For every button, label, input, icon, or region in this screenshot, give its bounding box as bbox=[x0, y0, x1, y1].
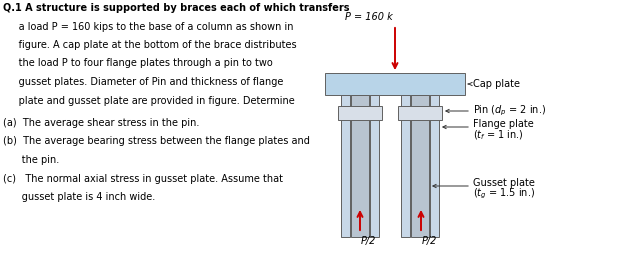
Bar bbox=[325, 73, 465, 95]
Text: Gusset plate: Gusset plate bbox=[473, 178, 535, 188]
Text: gusset plate is 4 inch wide.: gusset plate is 4 inch wide. bbox=[3, 192, 155, 202]
Bar bbox=[338, 106, 382, 120]
Bar bbox=[430, 95, 439, 237]
Text: P/2: P/2 bbox=[422, 236, 438, 246]
Text: (c)   The normal axial stress in gusset plate. Assume that: (c) The normal axial stress in gusset pl… bbox=[3, 174, 283, 183]
Text: Pin ($d_p$ = 2 in.): Pin ($d_p$ = 2 in.) bbox=[473, 104, 546, 118]
Text: the pin.: the pin. bbox=[3, 155, 59, 165]
Text: ($t_g$ = 1.5 in.): ($t_g$ = 1.5 in.) bbox=[473, 187, 535, 201]
Text: P/2: P/2 bbox=[361, 236, 376, 246]
Bar bbox=[411, 95, 429, 237]
Bar bbox=[351, 95, 369, 237]
Text: P = 160 k: P = 160 k bbox=[345, 12, 393, 22]
Bar bbox=[341, 95, 350, 237]
Text: Flange plate: Flange plate bbox=[473, 119, 534, 129]
Text: plate and gusset plate are provided in figure. Determine: plate and gusset plate are provided in f… bbox=[3, 95, 295, 105]
Text: Cap plate: Cap plate bbox=[473, 79, 520, 89]
Bar bbox=[401, 95, 410, 237]
Bar bbox=[398, 106, 442, 120]
Bar bbox=[370, 95, 379, 237]
Text: Q.1 A structure is supported by braces each of which transfers: Q.1 A structure is supported by braces e… bbox=[3, 3, 350, 13]
Text: figure. A cap plate at the bottom of the brace distributes: figure. A cap plate at the bottom of the… bbox=[3, 40, 297, 50]
Text: ($t_f$ = 1 in.): ($t_f$ = 1 in.) bbox=[473, 128, 524, 142]
Text: (b)  The average bearing stress between the flange plates and: (b) The average bearing stress between t… bbox=[3, 136, 310, 147]
Text: a load P = 160 kips to the base of a column as shown in: a load P = 160 kips to the base of a col… bbox=[3, 21, 293, 32]
Text: gusset plates. Diameter of Pin and thickness of flange: gusset plates. Diameter of Pin and thick… bbox=[3, 77, 284, 87]
Text: (a)  The average shear stress in the pin.: (a) The average shear stress in the pin. bbox=[3, 118, 199, 128]
Text: the load P to four flange plates through a pin to two: the load P to four flange plates through… bbox=[3, 59, 273, 68]
